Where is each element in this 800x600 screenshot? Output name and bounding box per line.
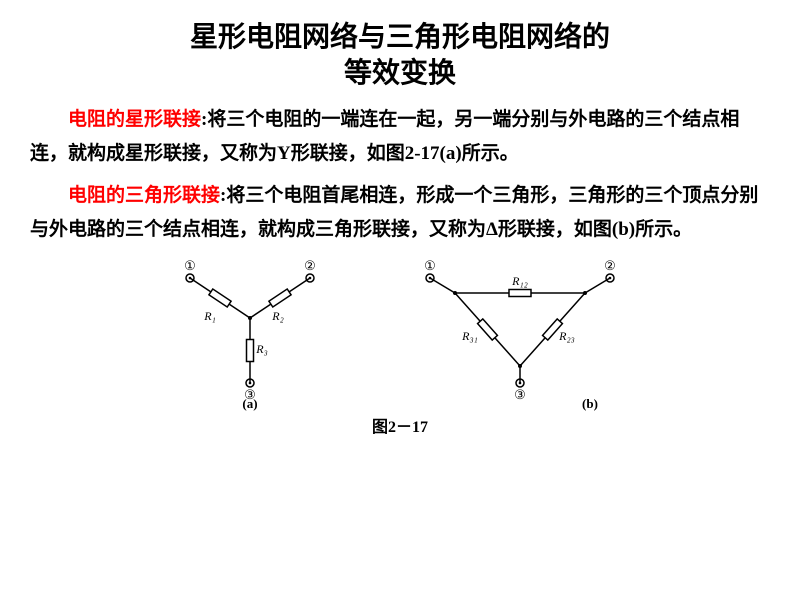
page-title: 星形电阻网络与三角形电阻网络的 等效变换 bbox=[30, 20, 770, 93]
svg-text:R₂: R₂ bbox=[271, 309, 284, 323]
svg-text:R₂₃: R₂₃ bbox=[558, 329, 575, 343]
paragraph-1: 电阻的星形联接:将三个电阻的一端连在一起，另一端分别与外电路的三个结点相连，就构… bbox=[30, 103, 770, 171]
svg-text:(a): (a) bbox=[242, 396, 257, 411]
svg-text:②: ② bbox=[604, 258, 616, 273]
svg-text:R₁₂: R₁₂ bbox=[511, 274, 528, 288]
svg-text:R₃: R₃ bbox=[255, 342, 268, 356]
svg-text:R₁: R₁ bbox=[203, 309, 216, 323]
svg-text:(b): (b) bbox=[582, 396, 598, 411]
term-star: 电阻的星形联接 bbox=[68, 109, 201, 130]
svg-text:③: ③ bbox=[514, 387, 526, 402]
title-line-2: 等效变换 bbox=[344, 58, 456, 89]
svg-text:①: ① bbox=[424, 258, 436, 273]
diagram-star: R₁R₂R₃①②③(a) bbox=[160, 258, 340, 418]
term-delta: 电阻的三角形联接 bbox=[68, 185, 220, 206]
diagram-caption: 图2－17 bbox=[30, 413, 770, 437]
svg-text:R₃₁: R₃₁ bbox=[461, 329, 478, 343]
diagram-row: R₁ R₂ R₃ ① ② ③ (a) R₁₂ R₂₃ R₃₁ ① ② ③ (b) bbox=[30, 258, 770, 418]
diagram-delta: R₁₂ R₂₃ R₃₁ ① ② ③ (b) bbox=[400, 258, 640, 418]
title-line-1: 星形电阻网络与三角形电阻网络的 bbox=[190, 22, 610, 53]
svg-text:①: ① bbox=[184, 258, 196, 273]
svg-text:②: ② bbox=[304, 258, 316, 273]
paragraph-2: 电阻的三角形联接:将三个电阻首尾相连，形成一个三角形，三角形的三个顶点分别与外电… bbox=[30, 179, 770, 247]
